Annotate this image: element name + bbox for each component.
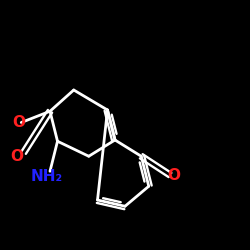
Text: NH₂: NH₂: [30, 169, 62, 184]
Text: O: O: [10, 149, 24, 164]
Text: O: O: [167, 168, 180, 182]
Text: O: O: [12, 115, 25, 130]
